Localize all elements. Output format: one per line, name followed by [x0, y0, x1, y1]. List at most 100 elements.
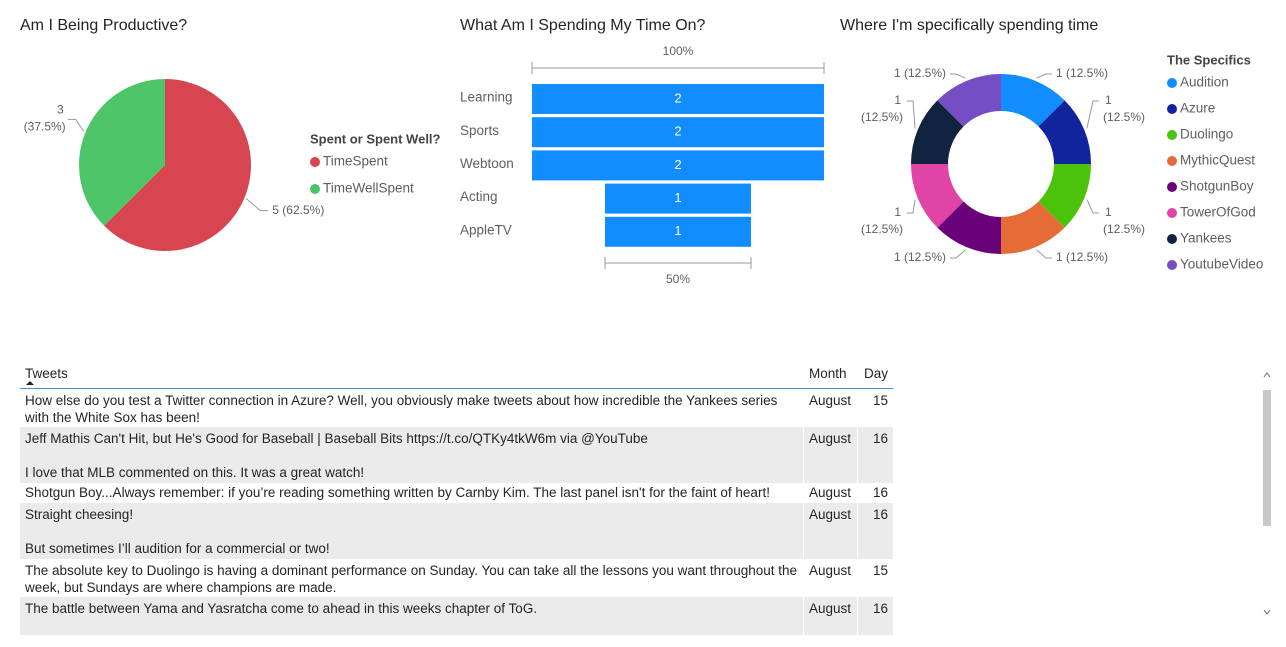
- column-header: Month: [809, 366, 847, 381]
- table-cell: 16: [872, 507, 888, 522]
- category-label: Learning: [460, 90, 513, 105]
- table-cell: August: [809, 485, 852, 500]
- sort-arrow: [26, 381, 34, 385]
- legend-label: TimeWellSpent: [323, 181, 414, 196]
- legend-label: Azure: [1180, 101, 1215, 116]
- leader-line: [67, 118, 85, 132]
- table-row: Shotgun Boy...Always remember: if you’re…: [20, 483, 893, 503]
- scroll-up[interactable]: [1263, 372, 1271, 378]
- data-label: 1 (12.5%): [861, 205, 903, 236]
- table-cell: Shotgun Boy...Always remember: if you’re…: [25, 485, 770, 500]
- data-label-line: 1: [1105, 205, 1112, 219]
- scroll-thumb[interactable]: [1263, 390, 1271, 526]
- bottom-bracket: [604, 257, 752, 269]
- chart-title: Am I Being Productive?: [20, 17, 187, 34]
- legend-marker: [1167, 156, 1177, 166]
- data-label: 1 (12.5%): [1103, 205, 1145, 236]
- category-label: Acting: [460, 189, 498, 204]
- table-row: The battle between Yama and Yasratcha co…: [20, 597, 893, 635]
- bar-value: 1: [674, 190, 681, 205]
- bar: [605, 183, 751, 214]
- scrollbar[interactable]: [1262, 366, 1272, 620]
- data-label-line: 3: [57, 102, 64, 116]
- data-label-line: (12.5%): [1103, 222, 1145, 236]
- table-cell: 16: [872, 431, 888, 446]
- slice: [911, 100, 964, 164]
- legend-marker: [1167, 234, 1177, 244]
- table-row: How else do you test a Twitter connectio…: [20, 389, 893, 427]
- leader-line: [950, 249, 966, 259]
- top-bracket: [531, 62, 825, 74]
- column-header[interactable]: Tweets: [25, 366, 68, 381]
- data-label: 5 (62.5%): [272, 203, 324, 217]
- top-label: 100%: [663, 44, 694, 58]
- legend-label: YoutubeVideo: [1180, 257, 1263, 272]
- data-label-line: (12.5%): [861, 222, 903, 236]
- legend-label: MythicQuest: [1180, 153, 1255, 168]
- data-label: 1 (12.5%): [894, 250, 946, 264]
- slice: [1038, 100, 1091, 164]
- column-header: Day: [863, 366, 888, 381]
- bar: [532, 150, 824, 181]
- data-label: 1 (12.5%): [1056, 250, 1108, 264]
- slice: [79, 79, 165, 226]
- legend-marker: [1167, 130, 1177, 140]
- table-cell: 16: [872, 485, 888, 500]
- table-row: Straight cheesing! But sometimes I’ll au…: [20, 503, 893, 559]
- legend-marker: [1167, 260, 1177, 270]
- data-label: 1 (12.5%): [894, 66, 946, 80]
- bar: [605, 216, 751, 247]
- table-cell: August: [809, 393, 852, 408]
- table-cell: 15: [872, 393, 888, 408]
- chart-title: What Am I Spending My Time On?: [460, 17, 706, 34]
- leader-line: [1036, 249, 1052, 259]
- table-cell: August: [804, 597, 858, 635]
- table-cell: Jeff Mathis Can't Hit, but He's Good for…: [20, 427, 804, 483]
- table-cell: How else do you test a Twitter connectio…: [25, 393, 782, 425]
- legend-label: TimeSpent: [323, 154, 388, 169]
- data-label-line: 1: [1105, 93, 1112, 107]
- legend-marker: [1167, 104, 1177, 114]
- slice: [104, 79, 252, 251]
- scrollbar-graphic: [1263, 372, 1271, 615]
- legend-marker: [1167, 78, 1177, 88]
- slice: [911, 164, 964, 228]
- data-label: 1 (12.5%): [861, 93, 903, 124]
- legend-marker: [310, 184, 320, 194]
- legend-title: Spent or Spent Well?: [310, 131, 441, 146]
- legend-label: TowerOfGod: [1180, 205, 1256, 220]
- legend-label: Audition: [1180, 75, 1229, 90]
- slice: [1038, 164, 1091, 228]
- table-row: The absolute key to Duolingo is having a…: [20, 559, 893, 597]
- slice: [1001, 74, 1065, 127]
- table-cell: August: [804, 427, 858, 483]
- legend-label: ShotgunBoy: [1180, 179, 1254, 194]
- bar-value: 2: [674, 124, 681, 139]
- tweets-table: Tweets Month Day How else do you test a Twi…: [20, 362, 893, 635]
- bottom-label: 50%: [666, 272, 690, 286]
- leader-line: [1086, 199, 1099, 214]
- data-label-line: 1: [894, 93, 901, 107]
- scroll-down[interactable]: [1263, 609, 1271, 615]
- legend-marker: [1167, 208, 1177, 218]
- charts: Am I Being Productive? 5 (62.5%) 3 (37.5%) S…: [20, 17, 1263, 286]
- legend-marker: [1167, 182, 1177, 192]
- header-row: Tweets Month Day: [20, 362, 893, 389]
- leader-line: [1086, 100, 1099, 129]
- table-cell: Straight cheesing! But sometimes I’ll au…: [20, 503, 804, 559]
- table-cell: 16: [872, 601, 888, 616]
- leader-line: [907, 199, 916, 214]
- table-row: Jeff Mathis Can't Hit, but He's Good for…: [20, 427, 893, 483]
- data-label: 1 (12.5%): [1103, 93, 1145, 124]
- slice: [937, 74, 1001, 127]
- bar: [532, 84, 824, 114]
- data-label-line: (12.5%): [861, 110, 903, 124]
- leader-line: [950, 73, 966, 79]
- data-label: 1 (12.5%): [1056, 66, 1108, 80]
- bar-value: 2: [674, 157, 681, 172]
- slice: [1001, 201, 1065, 254]
- legend-title: The Specifics: [1167, 52, 1251, 67]
- chart-title: Where I'm specifically spending time: [840, 17, 1098, 34]
- table-cell: The battle between Yama and Yasratcha co…: [20, 597, 804, 635]
